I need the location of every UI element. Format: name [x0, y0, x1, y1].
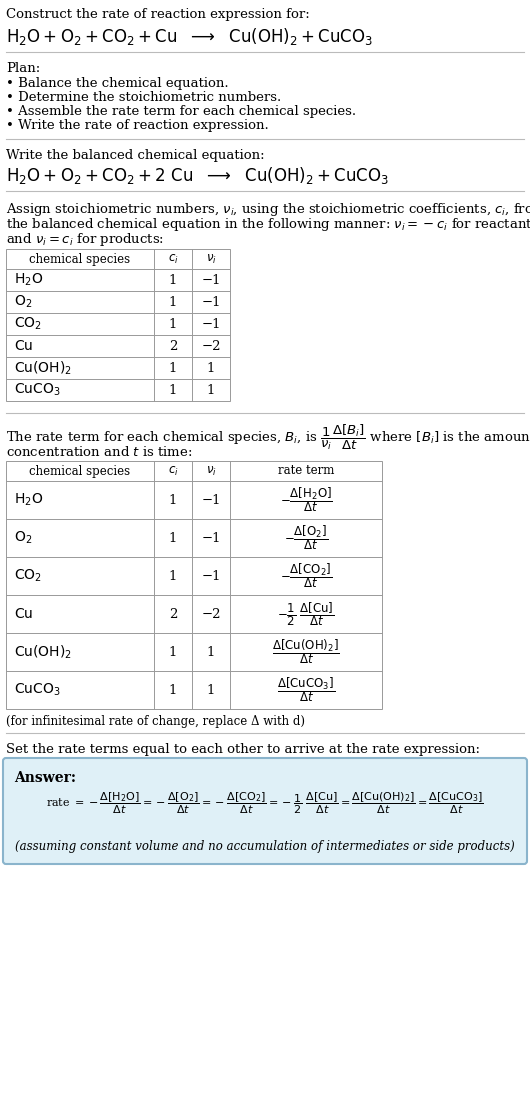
Text: −1: −1 [201, 274, 221, 287]
Text: 1: 1 [207, 684, 215, 696]
Text: The rate term for each chemical species, $B_i$, is $\dfrac{1}{\nu_i}\dfrac{\Delt: The rate term for each chemical species,… [6, 423, 530, 453]
Text: −1: −1 [201, 296, 221, 308]
Text: chemical species: chemical species [30, 252, 130, 266]
Text: (assuming constant volume and no accumulation of intermediates or side products): (assuming constant volume and no accumul… [15, 840, 515, 853]
Text: $\mathrm{H_2O}$: $\mathrm{H_2O}$ [14, 492, 43, 508]
Text: 1: 1 [169, 645, 177, 658]
FancyBboxPatch shape [3, 758, 527, 864]
Text: $c_i$: $c_i$ [167, 465, 179, 477]
Text: 1: 1 [169, 274, 177, 287]
Bar [6, 249, 230, 401]
Text: $-\dfrac{\Delta[\mathrm{H_2O}]}{\Delta t}$: $-\dfrac{\Delta[\mathrm{H_2O}]}{\Delta t… [280, 486, 332, 515]
Text: (for infinitesimal rate of change, replace Δ with d): (for infinitesimal rate of change, repla… [6, 715, 305, 728]
Text: $\mathrm{CO_2}$: $\mathrm{CO_2}$ [14, 568, 42, 584]
Text: Construct the rate of reaction expression for:: Construct the rate of reaction expressio… [6, 8, 310, 21]
Text: $\mathrm{CO_2}$: $\mathrm{CO_2}$ [14, 316, 42, 332]
Text: 1: 1 [169, 494, 177, 506]
Text: $\dfrac{\Delta[\mathrm{CuCO_3}]}{\Delta t}$: $\dfrac{\Delta[\mathrm{CuCO_3}]}{\Delta … [277, 676, 335, 704]
Text: −1: −1 [201, 494, 221, 506]
Text: 2: 2 [169, 339, 177, 353]
Text: 1: 1 [169, 361, 177, 375]
Text: 1: 1 [169, 532, 177, 545]
Text: $\mathrm{O_2}$: $\mathrm{O_2}$ [14, 294, 32, 310]
Text: $\mathrm{CuCO_3}$: $\mathrm{CuCO_3}$ [14, 381, 60, 398]
Text: Set the rate terms equal to each other to arrive at the rate expression:: Set the rate terms equal to each other t… [6, 743, 480, 756]
Text: 1: 1 [169, 569, 177, 583]
Text: $\mathrm{CuCO_3}$: $\mathrm{CuCO_3}$ [14, 682, 60, 698]
Text: −1: −1 [201, 532, 221, 545]
Text: 1: 1 [169, 684, 177, 696]
Text: $\mathrm{H_2O + O_2 + CO_2 + Cu}$  $\longrightarrow$  $\mathrm{Cu(OH)_2 + CuCO_3: $\mathrm{H_2O + O_2 + CO_2 + Cu}$ $\long… [6, 26, 373, 47]
Text: −2: −2 [201, 339, 221, 353]
Text: $\mathrm{Cu(OH)_2}$: $\mathrm{Cu(OH)_2}$ [14, 644, 72, 661]
Text: 1: 1 [207, 645, 215, 658]
Text: $\mathrm{Cu}$: $\mathrm{Cu}$ [14, 339, 33, 353]
Text: Plan:: Plan: [6, 62, 40, 75]
Text: Answer:: Answer: [14, 771, 76, 785]
Text: −1: −1 [201, 569, 221, 583]
Text: $\mathrm{H_2O}$: $\mathrm{H_2O}$ [14, 271, 43, 288]
Text: Assign stoichiometric numbers, $\nu_i$, using the stoichiometric coefficients, $: Assign stoichiometric numbers, $\nu_i$, … [6, 201, 530, 218]
Text: $\mathrm{H_2O + O_2 + CO_2 + 2\ Cu}$  $\longrightarrow$  $\mathrm{Cu(OH)_2 + CuC: $\mathrm{H_2O + O_2 + CO_2 + 2\ Cu}$ $\l… [6, 165, 389, 186]
Text: 1: 1 [169, 318, 177, 330]
Text: 1: 1 [169, 384, 177, 397]
Text: • Assemble the rate term for each chemical species.: • Assemble the rate term for each chemic… [6, 105, 356, 118]
Text: $\mathrm{Cu(OH)_2}$: $\mathrm{Cu(OH)_2}$ [14, 359, 72, 377]
Text: $\nu_i$: $\nu_i$ [206, 252, 216, 266]
Text: • Determine the stoichiometric numbers.: • Determine the stoichiometric numbers. [6, 91, 281, 105]
Text: the balanced chemical equation in the following manner: $\nu_i = -c_i$ for react: the balanced chemical equation in the fo… [6, 216, 530, 234]
Text: $\mathrm{Cu}$: $\mathrm{Cu}$ [14, 607, 33, 620]
Text: 1: 1 [207, 361, 215, 375]
Text: $\mathrm{O_2}$: $\mathrm{O_2}$ [14, 529, 32, 546]
Text: $-\dfrac{\Delta[\mathrm{CO_2}]}{\Delta t}$: $-\dfrac{\Delta[\mathrm{CO_2}]}{\Delta t… [280, 562, 332, 590]
Text: 1: 1 [207, 384, 215, 397]
Text: • Balance the chemical equation.: • Balance the chemical equation. [6, 77, 228, 90]
Text: rate term: rate term [278, 465, 334, 477]
Text: • Write the rate of reaction expression.: • Write the rate of reaction expression. [6, 119, 269, 132]
Text: $c_i$: $c_i$ [167, 252, 179, 266]
Text: concentration and $t$ is time:: concentration and $t$ is time: [6, 445, 192, 459]
Text: $-\dfrac{\Delta[\mathrm{O_2}]}{\Delta t}$: $-\dfrac{\Delta[\mathrm{O_2}]}{\Delta t}… [284, 524, 328, 553]
Text: −1: −1 [201, 318, 221, 330]
Text: −2: −2 [201, 607, 221, 620]
Text: rate $= -\dfrac{\Delta[\mathrm{H_2O}]}{\Delta t} = -\dfrac{\Delta[\mathrm{O_2}]}: rate $= -\dfrac{\Delta[\mathrm{H_2O}]}{\… [46, 791, 484, 816]
Text: 1: 1 [169, 296, 177, 308]
Text: $\nu_i$: $\nu_i$ [206, 465, 216, 477]
Bar [6, 461, 382, 709]
Text: chemical species: chemical species [30, 465, 130, 477]
Text: $\dfrac{\Delta[\mathrm{Cu(OH)_2}]}{\Delta t}$: $\dfrac{\Delta[\mathrm{Cu(OH)_2}]}{\Delt… [272, 637, 340, 666]
Text: and $\nu_i = c_i$ for products:: and $\nu_i = c_i$ for products: [6, 231, 164, 248]
Text: $-\dfrac{1}{2}\ \dfrac{\Delta[\mathrm{Cu}]}{\Delta t}$: $-\dfrac{1}{2}\ \dfrac{\Delta[\mathrm{Cu… [277, 600, 335, 628]
Text: 2: 2 [169, 607, 177, 620]
Text: Write the balanced chemical equation:: Write the balanced chemical equation: [6, 149, 264, 162]
